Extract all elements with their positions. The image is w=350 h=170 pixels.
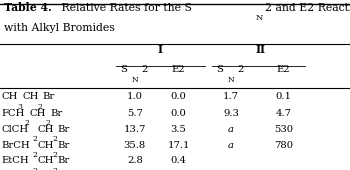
Text: 1.0: 1.0	[127, 92, 143, 101]
Text: Br: Br	[58, 141, 70, 150]
Text: N: N	[131, 76, 138, 84]
Text: CH: CH	[37, 141, 54, 150]
Text: I: I	[158, 44, 163, 55]
Text: Br: Br	[58, 156, 70, 165]
Text: EtCH: EtCH	[2, 156, 29, 165]
Text: 2: 2	[53, 167, 58, 170]
Text: 9.3: 9.3	[223, 109, 239, 118]
Text: 2 and E2 Reactions of Dianions: 2 and E2 Reactions of Dianions	[265, 3, 350, 13]
Text: S: S	[120, 65, 127, 74]
Text: 2: 2	[53, 135, 58, 143]
Text: 2: 2	[33, 151, 37, 159]
Text: N: N	[256, 14, 263, 22]
Text: CH: CH	[37, 156, 54, 165]
Text: 2: 2	[237, 65, 244, 74]
Text: 1.7: 1.7	[223, 92, 239, 101]
Text: 4.7: 4.7	[275, 109, 292, 118]
Text: CH: CH	[2, 92, 18, 101]
Text: 13.7: 13.7	[124, 125, 146, 134]
Text: E2: E2	[277, 65, 290, 74]
Text: 35.8: 35.8	[124, 141, 146, 150]
Text: a: a	[228, 125, 234, 134]
Text: N: N	[228, 76, 234, 84]
Text: 2: 2	[53, 151, 58, 159]
Text: a: a	[228, 141, 234, 150]
Text: with Alkyl Bromides: with Alkyl Bromides	[4, 23, 114, 33]
Text: Br: Br	[50, 109, 62, 118]
Text: Br: Br	[58, 125, 70, 134]
Text: Br: Br	[42, 92, 55, 101]
Text: 3.5: 3.5	[170, 125, 187, 134]
Text: 17.1: 17.1	[167, 141, 190, 150]
Text: II: II	[256, 44, 266, 55]
Text: CH: CH	[22, 92, 38, 101]
Text: 2: 2	[141, 65, 147, 74]
Text: S: S	[216, 65, 223, 74]
Text: 0.4: 0.4	[170, 156, 187, 165]
Text: ClCH: ClCH	[2, 125, 29, 134]
Text: Relative Rates for the S: Relative Rates for the S	[51, 3, 192, 13]
Text: FCH: FCH	[2, 109, 25, 118]
Text: 2.8: 2.8	[127, 156, 143, 165]
Text: 780: 780	[274, 141, 293, 150]
Text: 2: 2	[33, 167, 37, 170]
Text: E2: E2	[172, 65, 185, 74]
Text: 0.0: 0.0	[170, 92, 187, 101]
Text: CH: CH	[30, 109, 46, 118]
Text: 2: 2	[37, 103, 42, 111]
Text: 5.7: 5.7	[127, 109, 143, 118]
Text: CH: CH	[37, 125, 54, 134]
Text: 2: 2	[33, 135, 37, 143]
Text: 0.1: 0.1	[275, 92, 292, 101]
Text: Table 4.: Table 4.	[4, 2, 51, 13]
Text: 530: 530	[274, 125, 293, 134]
Text: BrCH: BrCH	[2, 141, 30, 150]
Text: 3: 3	[17, 103, 22, 111]
Text: 2: 2	[45, 119, 50, 127]
Text: 2: 2	[25, 119, 30, 127]
Text: 0.0: 0.0	[170, 109, 187, 118]
